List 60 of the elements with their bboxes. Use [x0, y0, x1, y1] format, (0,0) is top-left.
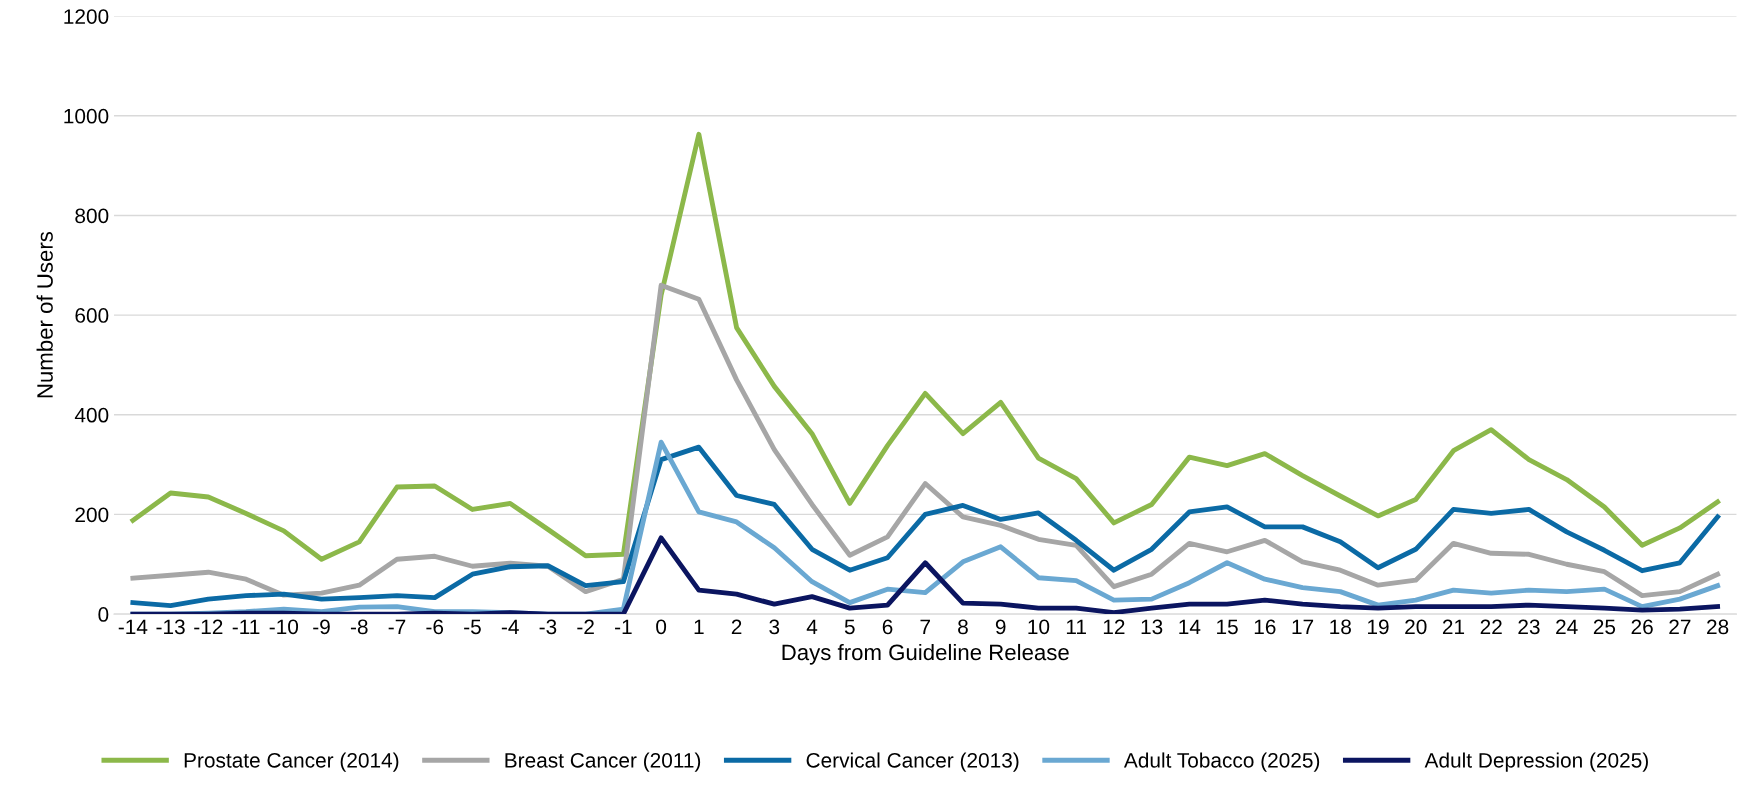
legend-label: Breast Cancer (2011): [505, 752, 701, 772]
x-tick-label: -3: [539, 619, 557, 635]
x-tick-label: -5: [464, 619, 481, 635]
y-tick-label: 600: [75, 308, 109, 323]
x-tick-label: 17: [1292, 619, 1314, 635]
y-tick-label: 800: [75, 208, 109, 224]
x-tick-label: -2: [577, 619, 594, 635]
x-tick-label: 8: [958, 619, 968, 635]
x-tick-label: 7: [920, 619, 930, 635]
x-tick-label: 3: [769, 619, 780, 635]
x-tick-label: 19: [1368, 619, 1389, 635]
x-tick-label: 24: [1556, 619, 1578, 635]
legend-label: Cervical Cancer (2013): [806, 752, 1019, 772]
y-axis-title: Number of Users: [36, 231, 53, 398]
line-series: [130, 282, 1721, 599]
y-tick-label: 200: [75, 507, 109, 523]
x-tick-label: -11: [232, 619, 260, 635]
x-tick-label: 22: [1480, 619, 1502, 635]
x-tick-label: 4: [806, 619, 818, 635]
x-tick-label: 2: [731, 619, 742, 635]
legend-label: Prostate Cancer (2014): [184, 752, 399, 772]
x-tick-label: 18: [1330, 619, 1351, 635]
x-tick-label: 20: [1405, 619, 1427, 635]
x-tick-label: 13: [1141, 619, 1163, 635]
x-tick-label: 21: [1442, 619, 1465, 635]
x-tick-label: 1: [694, 619, 704, 635]
x-tick-label: -1: [615, 619, 632, 635]
x-tick-label: -14: [118, 619, 148, 635]
x-tick-label: 9: [995, 619, 1006, 635]
x-tick-label: -8: [350, 619, 368, 635]
y-tick-label: 0: [98, 607, 109, 622]
x-tick-label: 6: [882, 619, 893, 635]
y-tick-label: 1000: [64, 108, 109, 124]
x-tick-label: 10: [1028, 619, 1050, 635]
x-tick-label: 27: [1669, 619, 1691, 635]
x-tick-label: 28: [1707, 619, 1729, 635]
y-tick-label: 1200: [64, 9, 109, 24]
x-tick-label: 15: [1217, 619, 1238, 635]
x-tick-label: -7: [388, 619, 406, 635]
x-tick-label: 14: [1179, 619, 1201, 635]
x-tick-label: 16: [1254, 619, 1276, 635]
x-tick-label: -10: [269, 619, 299, 635]
x-tick-label: 5: [844, 619, 855, 635]
x-tick-label: 0: [656, 619, 667, 635]
x-tick-label: -9: [313, 619, 330, 635]
x-tick-label: -4: [501, 619, 519, 635]
x-tick-label: 12: [1103, 619, 1125, 635]
line-series: [130, 535, 1721, 615]
x-tick-label: 11: [1066, 619, 1086, 635]
y-tick-label: 400: [74, 407, 109, 423]
x-tick-label: 25: [1593, 619, 1616, 635]
legend-label: Adult Tobacco (2025): [1123, 752, 1320, 772]
legend-label: Adult Depression (2025): [1424, 752, 1648, 772]
x-tick-label: -13: [156, 619, 185, 635]
x-axis-title: Days from Guideline Release: [782, 643, 1069, 665]
x-tick-label: -12: [194, 619, 223, 635]
x-tick-label: 23: [1518, 619, 1540, 635]
x-tick-label: 26: [1631, 619, 1653, 635]
line-series: [130, 131, 1721, 562]
x-tick-label: -6: [426, 619, 444, 635]
